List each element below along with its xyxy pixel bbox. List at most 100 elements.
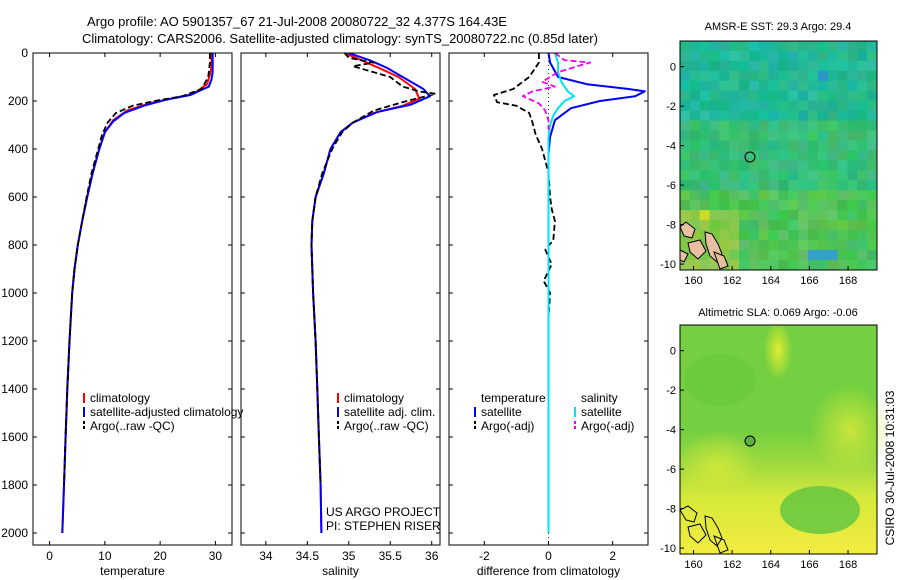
sst-cell — [837, 210, 848, 221]
sst-cell — [680, 140, 691, 151]
sst-cell — [857, 90, 868, 102]
sst-cell — [719, 120, 730, 131]
sst-cell — [689, 180, 701, 191]
sst-cell — [768, 60, 779, 72]
sst-cell — [758, 259, 770, 271]
sst-cell — [749, 249, 760, 261]
sst-cell — [808, 249, 819, 261]
sst-cell — [827, 230, 839, 241]
sst-cell — [808, 110, 819, 121]
sst-cell — [817, 170, 829, 181]
sst-cell — [857, 80, 868, 92]
sst-cell — [847, 150, 858, 161]
sst-cell — [837, 41, 848, 52]
sst-cell — [719, 180, 730, 191]
sst-cell — [837, 230, 848, 241]
sst-cell — [729, 140, 740, 151]
sst-cell — [867, 259, 878, 271]
sst-cell — [788, 120, 799, 131]
sst-cell — [857, 200, 868, 211]
sst-cell — [798, 249, 809, 261]
sst-cell — [817, 210, 829, 221]
salinity-series-2 — [310, 53, 437, 486]
sst-cell — [778, 80, 789, 92]
sst-cell — [847, 70, 858, 82]
sst-cell — [798, 80, 809, 92]
sst-cell — [827, 80, 839, 92]
sst-cell — [867, 190, 878, 201]
sst-cell — [798, 180, 809, 191]
sst-cell — [689, 90, 701, 102]
legend-label: Argo(-adj) — [481, 419, 534, 433]
sst-cell — [719, 130, 730, 141]
sst-cell — [719, 170, 730, 181]
sst-cell — [709, 90, 720, 102]
sst-cell — [729, 70, 740, 82]
sst-cell — [808, 180, 819, 191]
salinity-xtick-label: 34.5 — [296, 549, 320, 563]
sst-cell — [788, 220, 799, 231]
sst-cell — [798, 230, 809, 241]
sla_map-ytick-label: -4 — [666, 425, 676, 437]
depth-tick-label: 1200 — [1, 334, 28, 348]
sst-cell — [837, 259, 848, 271]
legend-label: satellite — [481, 405, 522, 419]
sst-cell — [768, 120, 779, 131]
sst-cell — [847, 130, 858, 141]
sst-cell — [758, 60, 770, 72]
sst-cell — [749, 259, 760, 271]
sst-cell — [788, 160, 799, 171]
sst-cell — [758, 220, 770, 231]
sst-cell — [778, 210, 789, 221]
sst-cell — [798, 210, 809, 221]
sst-cell — [719, 220, 730, 231]
salinity-frame — [240, 52, 441, 546]
sst-cell — [778, 120, 789, 131]
sst-cell — [699, 70, 710, 82]
sla-island-3 — [704, 515, 723, 547]
sst-cell — [709, 140, 720, 151]
sla-map-axes: 160 162 164 166 168 0 -2 -4 -6 -8 -10 — [660, 346, 857, 571]
sst-cell — [739, 220, 750, 231]
sst-cell — [817, 180, 829, 191]
sst-cell — [808, 90, 819, 102]
sst-cell — [689, 160, 701, 171]
sst-heatmap — [680, 41, 878, 271]
sst-cell — [857, 140, 868, 151]
sst-cell — [837, 110, 848, 121]
sst-cell — [778, 200, 789, 211]
sst-cell — [798, 41, 809, 52]
sla-argo-marker — [744, 435, 756, 447]
sst-cell — [778, 110, 789, 121]
sla-low-1 — [780, 486, 860, 534]
sst-cell — [768, 190, 779, 201]
sst-cell — [699, 90, 710, 102]
sst-cell — [837, 170, 848, 181]
sst-cell — [680, 80, 691, 92]
sst-cell — [817, 220, 829, 231]
sst-cell — [847, 140, 858, 151]
figure-title-line1: Argo profile: AO 5901357_67 21-Jul-2008 … — [87, 14, 507, 29]
sst-cell — [808, 160, 819, 171]
sst-cell — [749, 240, 760, 251]
sst_map-ytick-label: -2 — [666, 101, 676, 113]
sst-cell — [719, 200, 730, 211]
sst-cell — [847, 41, 858, 52]
sst-cell — [808, 230, 819, 241]
sst-cell — [837, 150, 848, 161]
sst-cell — [808, 120, 819, 131]
sst-cell — [709, 110, 720, 121]
sst-cell — [837, 70, 848, 82]
sst-cell — [680, 90, 691, 102]
sst-cell — [827, 120, 839, 131]
sst-cell — [739, 150, 750, 161]
sst-cell — [817, 110, 829, 121]
sst-cell — [837, 51, 848, 62]
sst-cell — [817, 100, 829, 112]
sst-cell — [788, 70, 799, 82]
sst-cell — [729, 249, 740, 261]
sst-cell — [758, 51, 770, 62]
sst-cell — [798, 110, 809, 121]
watermark: CSIRO 30-Jul-2008 10:31:03 — [883, 390, 897, 545]
sst-cell — [709, 170, 720, 181]
